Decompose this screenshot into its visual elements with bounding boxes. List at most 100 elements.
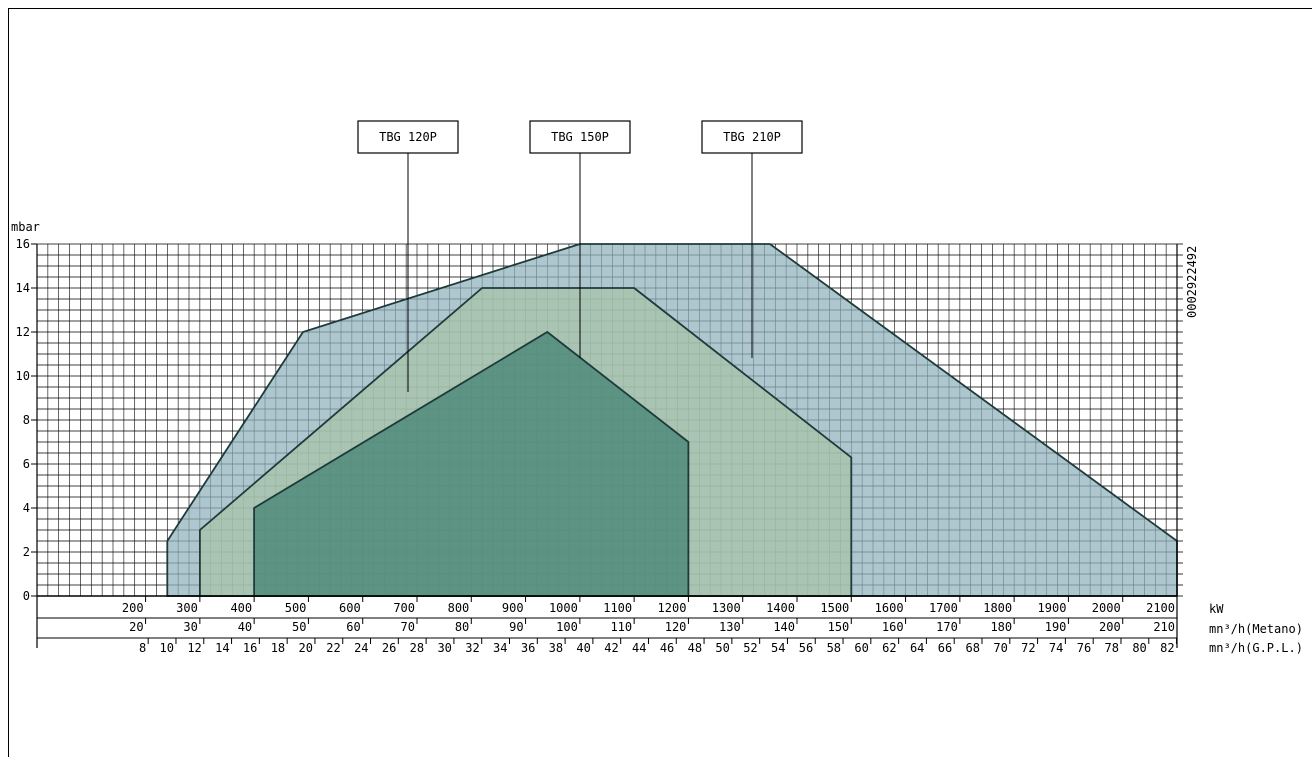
legend-label: TBG 120P bbox=[379, 130, 437, 144]
y-tick-label: 12 bbox=[16, 325, 30, 339]
gpl-tick-label: 60 bbox=[854, 641, 868, 655]
gpl-tick-label: 14 bbox=[215, 641, 229, 655]
metano-tick-label: 160 bbox=[882, 620, 904, 634]
gpl-tick-label: 68 bbox=[966, 641, 980, 655]
gpl-tick-label: 26 bbox=[382, 641, 396, 655]
kw-tick-label: 200 bbox=[122, 601, 144, 615]
gpl-tick-label: 52 bbox=[743, 641, 757, 655]
gpl-tick-label: 36 bbox=[521, 641, 535, 655]
gpl-tick-label: 34 bbox=[493, 641, 507, 655]
gpl-tick-label: 8 bbox=[139, 641, 146, 655]
metano-tick-label: 40 bbox=[238, 620, 252, 634]
metano-tick-label: 190 bbox=[1045, 620, 1067, 634]
gpl-tick-label: 18 bbox=[271, 641, 285, 655]
y-axis-label: mbar bbox=[11, 220, 40, 234]
metano-tick-label: 120 bbox=[665, 620, 687, 634]
metano-tick-label: 200 bbox=[1099, 620, 1121, 634]
y-tick-label: 8 bbox=[23, 413, 30, 427]
kw-tick-label: 1700 bbox=[929, 601, 958, 615]
metano-tick-label: 30 bbox=[183, 620, 197, 634]
gpl-tick-label: 22 bbox=[326, 641, 340, 655]
legend-box bbox=[357, 120, 459, 154]
metano-tick-label: 70 bbox=[401, 620, 415, 634]
gpl-tick-label: 64 bbox=[910, 641, 924, 655]
gpl-tick-label: 10 bbox=[160, 641, 174, 655]
metano-unit-label: mn³/h(Metano) bbox=[1209, 622, 1303, 636]
metano-tick-label: 50 bbox=[292, 620, 306, 634]
gpl-tick-label: 16 bbox=[243, 641, 257, 655]
kw-tick-label: 500 bbox=[285, 601, 307, 615]
y-tick-label: 0 bbox=[23, 589, 30, 603]
legend-label: TBG 150P bbox=[551, 130, 609, 144]
y-tick-label: 2 bbox=[23, 545, 30, 559]
metano-tick-label: 60 bbox=[346, 620, 360, 634]
y-tick-label: 14 bbox=[16, 281, 30, 295]
y-tick-label: 10 bbox=[16, 369, 30, 383]
gpl-tick-label: 82 bbox=[1160, 641, 1174, 655]
gpl-tick-label: 40 bbox=[576, 641, 590, 655]
legend-label: TBG 210P bbox=[723, 130, 781, 144]
gpl-tick-label: 70 bbox=[993, 641, 1007, 655]
gpl-tick-label: 56 bbox=[799, 641, 813, 655]
series-areas bbox=[166, 243, 1178, 597]
metano-tick-label: 210 bbox=[1153, 620, 1175, 634]
gpl-tick-label: 48 bbox=[688, 641, 702, 655]
gpl-tick-label: 54 bbox=[771, 641, 785, 655]
kw-tick-label: 2100 bbox=[1146, 601, 1175, 615]
gpl-tick-label: 78 bbox=[1105, 641, 1119, 655]
gpl-tick-label: 28 bbox=[410, 641, 424, 655]
kw-tick-label: 700 bbox=[393, 601, 415, 615]
kw-tick-label: 1400 bbox=[766, 601, 795, 615]
gpl-tick-label: 66 bbox=[938, 641, 952, 655]
y-tick-label: 4 bbox=[23, 501, 30, 515]
metano-tick-label: 100 bbox=[556, 620, 578, 634]
legend: TBG 120P TBG 150P TBG 210P bbox=[357, 120, 803, 392]
metano-tick-label: 150 bbox=[828, 620, 850, 634]
gpl-tick-label: 80 bbox=[1132, 641, 1146, 655]
gpl-tick-label: 72 bbox=[1021, 641, 1035, 655]
y-tick-label: 6 bbox=[23, 457, 30, 471]
kw-tick-label: 400 bbox=[230, 601, 252, 615]
gpl-tick-label: 20 bbox=[298, 641, 312, 655]
gpl-tick-label: 30 bbox=[437, 641, 451, 655]
drawing-code-annotation: 0002922492 bbox=[1185, 246, 1199, 318]
legend-box bbox=[701, 120, 803, 154]
legend-box bbox=[529, 120, 631, 154]
metano-tick-label: 130 bbox=[719, 620, 741, 634]
gpl-tick-label: 24 bbox=[354, 641, 368, 655]
kw-tick-label: 1300 bbox=[712, 601, 741, 615]
kw-tick-label: 300 bbox=[176, 601, 198, 615]
metano-tick-label: 170 bbox=[936, 620, 958, 634]
gpl-tick-label: 38 bbox=[549, 641, 563, 655]
kw-tick-label: 1600 bbox=[875, 601, 904, 615]
gpl-tick-label: 42 bbox=[604, 641, 618, 655]
y-tick-label: 16 bbox=[16, 237, 30, 251]
metano-tick-label: 110 bbox=[610, 620, 632, 634]
gpl-tick-label: 76 bbox=[1077, 641, 1091, 655]
kw-tick-label: 600 bbox=[339, 601, 361, 615]
kw-tick-label: 800 bbox=[448, 601, 470, 615]
kw-tick-label: 900 bbox=[502, 601, 524, 615]
chart-frame bbox=[8, 8, 1312, 757]
gpl-tick-label: 46 bbox=[660, 641, 674, 655]
kw-tick-label: 1900 bbox=[1038, 601, 1067, 615]
gpl-unit-label: mn³/h(G.P.L.) bbox=[1209, 641, 1303, 655]
kw-tick-label: 1000 bbox=[549, 601, 578, 615]
metano-tick-label: 180 bbox=[990, 620, 1012, 634]
kw-tick-label: 1100 bbox=[603, 601, 632, 615]
kw-unit-label: kW bbox=[1209, 602, 1224, 616]
metano-tick-label: 140 bbox=[773, 620, 795, 634]
gpl-tick-label: 32 bbox=[465, 641, 479, 655]
metano-tick-label: 80 bbox=[455, 620, 469, 634]
gpl-tick-label: 74 bbox=[1049, 641, 1063, 655]
kw-tick-label: 1800 bbox=[983, 601, 1012, 615]
gpl-tick-label: 58 bbox=[827, 641, 841, 655]
kw-tick-label: 1500 bbox=[820, 601, 849, 615]
metano-tick-label: 90 bbox=[509, 620, 523, 634]
metano-tick-label: 20 bbox=[129, 620, 143, 634]
gpl-tick-label: 62 bbox=[882, 641, 896, 655]
kw-tick-label: 1200 bbox=[658, 601, 687, 615]
kw-tick-label: 2000 bbox=[1092, 601, 1121, 615]
